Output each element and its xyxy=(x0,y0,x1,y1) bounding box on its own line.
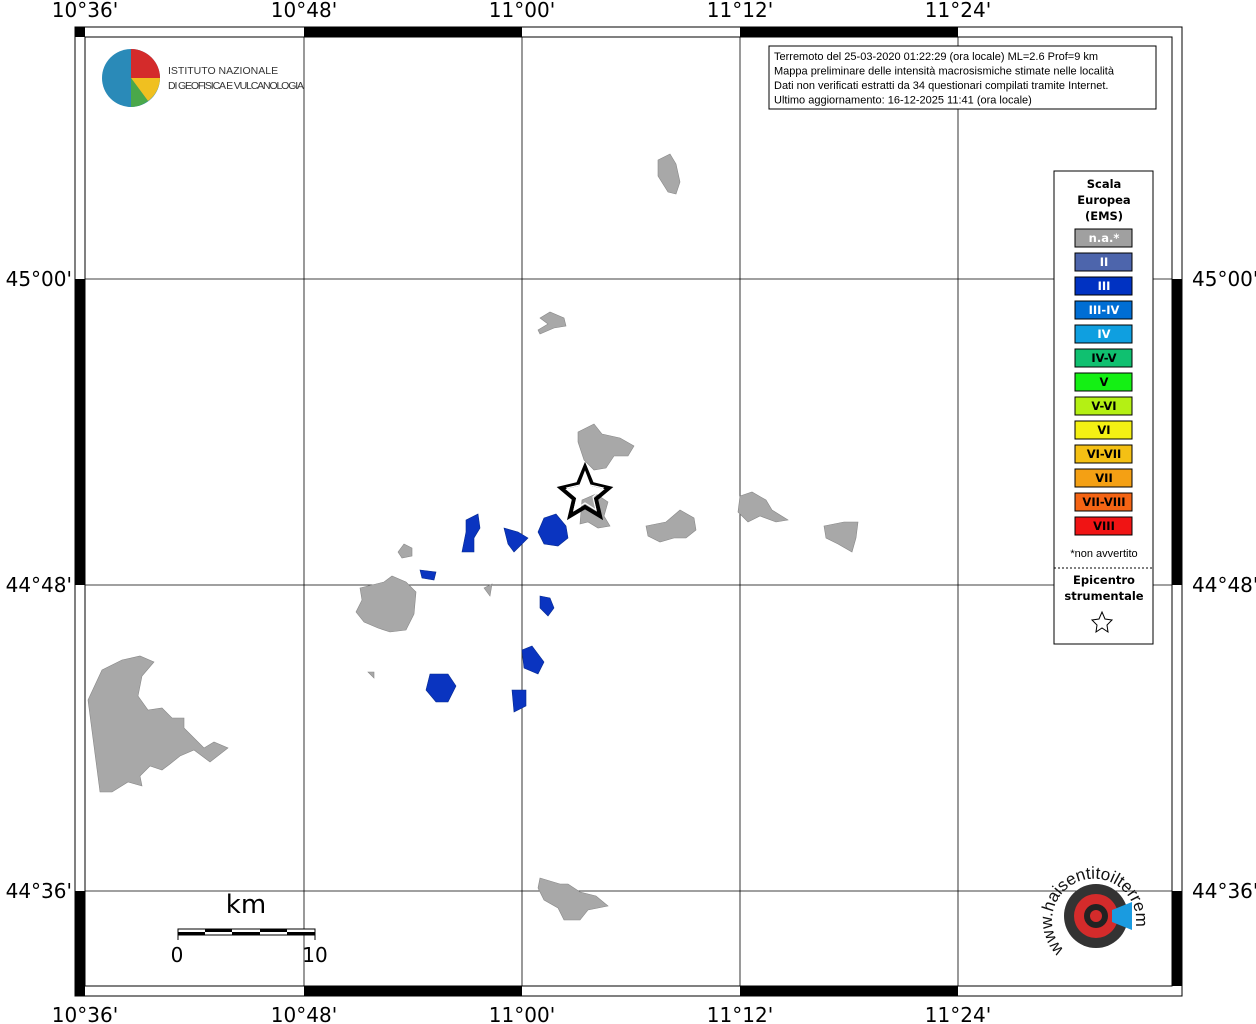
legend-star xyxy=(1090,610,1114,634)
legend-label: VI-VII xyxy=(1087,447,1122,461)
legend-label: VII-VIII xyxy=(1082,495,1125,509)
lon-label: 10°48' xyxy=(271,0,337,22)
legend-swatch xyxy=(1074,372,1133,392)
lon-label: 11°24' xyxy=(925,0,991,22)
lat-label: 45°00' xyxy=(1192,267,1256,291)
lon-label: 11°00' xyxy=(489,0,555,22)
lon-label: 10°36' xyxy=(52,0,118,22)
legend-label: III-IV xyxy=(1089,303,1120,317)
legend-swatch xyxy=(1074,444,1133,464)
legend-label: IV xyxy=(1097,327,1110,341)
lat-label: 45°00' xyxy=(6,267,72,291)
legend-label: V-VI xyxy=(1091,399,1116,413)
epicenter xyxy=(556,461,614,521)
lat-label: 44°36' xyxy=(6,879,72,903)
info-line: Mappa preliminare delle intensità macros… xyxy=(774,66,1115,78)
legend-swatch xyxy=(1074,252,1133,272)
legend-label: n.a.* xyxy=(1089,231,1120,245)
lon-label: 10°48' xyxy=(271,1003,337,1024)
scale-end: 10 xyxy=(302,943,327,967)
lat-label: 44°48' xyxy=(1192,573,1256,597)
info-line: Terremoto del 25-03-2020 01:22:29 (ora l… xyxy=(774,51,1098,63)
legend-title: Europea xyxy=(1077,193,1130,207)
legend-swatch xyxy=(1074,324,1133,344)
legend-title: (EMS) xyxy=(1085,209,1123,223)
frame-inner xyxy=(84,36,1173,987)
scale-unit: km xyxy=(226,890,266,920)
legend-label: VIII xyxy=(1093,519,1115,533)
lon-label: 11°24' xyxy=(925,1003,991,1024)
lon-label: 11°00' xyxy=(489,1003,555,1024)
legend-label: V xyxy=(1100,375,1109,389)
tick-labels: 10°36' 10°36' 10°48' 10°48' 11°00' 11°00' 11°1… xyxy=(6,0,1256,1024)
ingv-logo: ISTITUTO NAZIONALE DI GEOFISICA E VULCAN… xyxy=(102,49,304,107)
legend-swatch xyxy=(1074,396,1133,416)
frame-ticks xyxy=(75,27,1182,996)
epicenter-inner xyxy=(565,470,605,512)
legend-epicenter: strumentale xyxy=(1064,589,1143,603)
legend-swatch xyxy=(1074,420,1133,440)
legend-label: VII xyxy=(1095,471,1112,485)
info-lines: Terremoto del 25-03-2020 01:22:29 (ora l… xyxy=(774,51,1115,107)
legend-label: III xyxy=(1098,279,1111,293)
scale-bar: km 0 10 xyxy=(171,890,328,967)
localities-iii xyxy=(419,513,569,713)
legend: ScalaEuropea(EMS)n.a.*IIIIIIII-IVIVIV-VV… xyxy=(1074,177,1133,536)
legend-note: *non avvertito xyxy=(1070,548,1137,560)
lat-label: 44°48' xyxy=(6,573,72,597)
legend-title: Scala xyxy=(1087,177,1122,191)
lon-label: 11°12' xyxy=(707,0,773,22)
legend-swatch xyxy=(1074,228,1133,248)
lon-label: 11°12' xyxy=(707,1003,773,1024)
legend-swatch xyxy=(1074,516,1133,536)
legend-swatch xyxy=(1074,276,1133,296)
info-line: Dati non verificati estratti da 34 quest… xyxy=(774,80,1108,92)
logo-line: DI GEOFISICA E VULCANOLOGIA xyxy=(168,80,304,92)
legend-label: IV-V xyxy=(1091,351,1116,365)
legend-swatch xyxy=(1074,300,1133,320)
legend-swatch xyxy=(1074,348,1133,368)
scale-start: 0 xyxy=(171,943,184,967)
info-line: Ultimo aggiornamento: 16-12-2025 11:41 (… xyxy=(774,95,1032,107)
lat-label: 44°36' xyxy=(1192,879,1256,903)
legend-swatch xyxy=(1074,468,1133,488)
lon-label: 10°36' xyxy=(52,1003,118,1024)
legend-label: II xyxy=(1100,255,1109,269)
legend-swatch xyxy=(1074,492,1133,512)
info-box xyxy=(768,45,1157,110)
logo-line: ISTITUTO NAZIONALE xyxy=(168,65,278,77)
legend-epicenter: Epicentro xyxy=(1073,573,1135,587)
legend-label: VI xyxy=(1097,423,1110,437)
